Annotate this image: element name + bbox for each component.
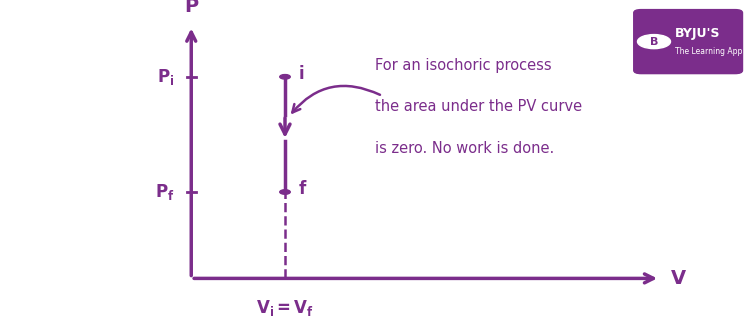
Text: is zero. No work is done.: is zero. No work is done. (375, 141, 554, 156)
Text: V: V (671, 269, 686, 288)
Text: $\mathbf{P_f}$: $\mathbf{P_f}$ (155, 182, 175, 202)
Text: f: f (298, 180, 306, 198)
Text: i: i (298, 65, 304, 83)
Text: For an isochoric process: For an isochoric process (375, 58, 551, 73)
Text: The Learning App: The Learning App (675, 47, 742, 56)
Text: B: B (650, 36, 658, 47)
Text: BYJU'S: BYJU'S (675, 27, 721, 40)
Text: P: P (184, 0, 198, 16)
Text: $\mathbf{V_i=V_f}$: $\mathbf{V_i=V_f}$ (256, 298, 314, 317)
Text: $\mathbf{P_i}$: $\mathbf{P_i}$ (158, 67, 175, 87)
Text: the area under the PV curve: the area under the PV curve (375, 99, 582, 114)
